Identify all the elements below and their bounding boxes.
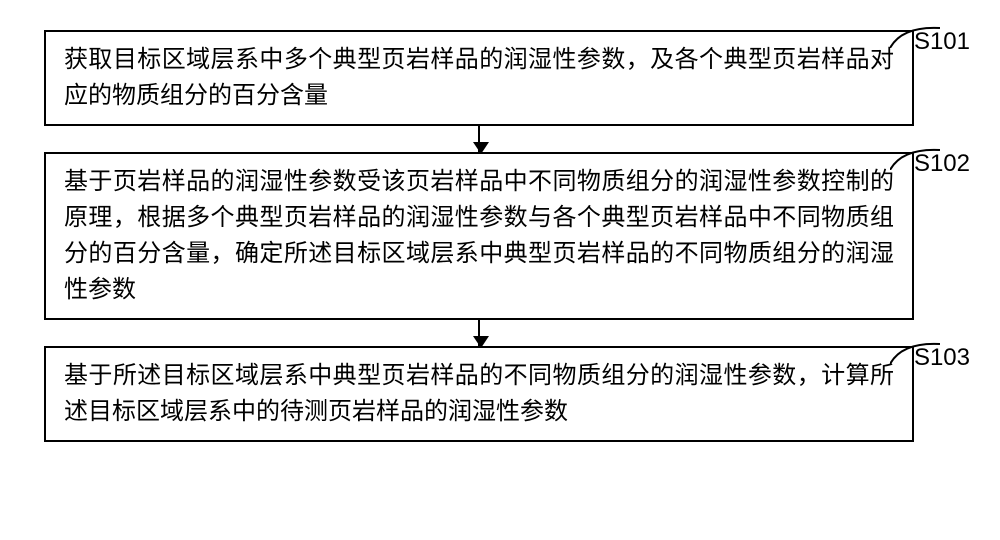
arrow-down-icon xyxy=(478,126,480,152)
step-text-s103: 基于所述目标区域层系中典型页岩样品的不同物质组分的润湿性参数，计算所述目标区域层… xyxy=(64,363,894,425)
step-row-3: 基于所述目标区域层系中典型页岩样品的不同物质组分的润湿性参数，计算所述目标区域层… xyxy=(20,346,980,442)
step-text-s102: 基于页岩样品的润湿性参数受该页岩样品中不同物质组分的润湿性参数控制的原理，根据多… xyxy=(64,169,894,303)
arrow-down-icon xyxy=(478,320,480,346)
step-row-2: 基于页岩样品的润湿性参数受该页岩样品中不同物质组分的润湿性参数控制的原理，根据多… xyxy=(20,152,980,320)
flowchart-container: 获取目标区域层系中多个典型页岩样品的润湿性参数，及各个典型页岩样品对应的物质组分… xyxy=(0,0,1000,540)
step-box-s103: 基于所述目标区域层系中典型页岩样品的不同物质组分的润湿性参数，计算所述目标区域层… xyxy=(44,346,914,442)
arrow-2 xyxy=(44,320,914,346)
step-text-s101: 获取目标区域层系中多个典型页岩样品的润湿性参数，及各个典型页岩样品对应的物质组分… xyxy=(64,47,894,109)
step-box-s101: 获取目标区域层系中多个典型页岩样品的润湿性参数，及各个典型页岩样品对应的物质组分… xyxy=(44,30,914,126)
step-label-s102: S102 xyxy=(914,150,970,178)
step-label-s101: S101 xyxy=(914,28,970,56)
step-box-s102: 基于页岩样品的润湿性参数受该页岩样品中不同物质组分的润湿性参数控制的原理，根据多… xyxy=(44,152,914,320)
step-label-s103: S103 xyxy=(914,344,970,372)
step-row-1: 获取目标区域层系中多个典型页岩样品的润湿性参数，及各个典型页岩样品对应的物质组分… xyxy=(20,30,980,126)
arrow-1 xyxy=(44,126,914,152)
